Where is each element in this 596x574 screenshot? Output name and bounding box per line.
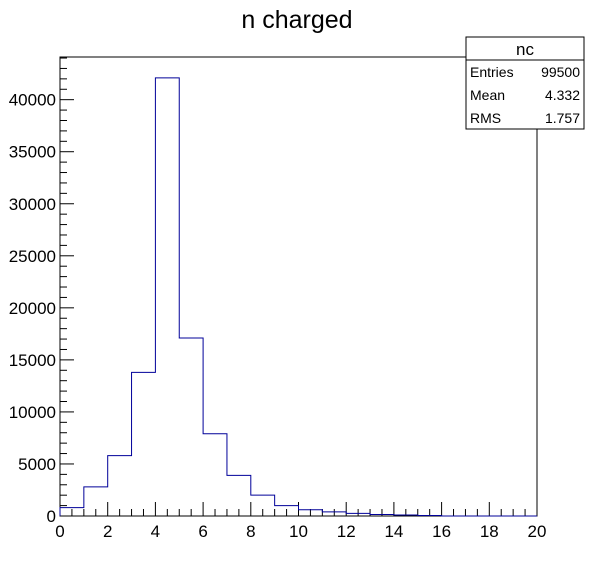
y-axis-tick-labels: 0 5000 10000 15000 20000 25000 30000 35000 40000: [9, 91, 56, 526]
stats-entries-value: 99500: [541, 64, 580, 80]
y-tick-label: 20000: [9, 299, 56, 318]
y-tick-label: 25000: [9, 247, 56, 266]
stats-rms-value: 1.757: [545, 110, 580, 126]
y-tick-label: 0: [47, 507, 56, 526]
x-tick-label: 16: [432, 522, 451, 541]
stats-box-title: nc: [516, 40, 534, 59]
y-tick-label: 15000: [9, 351, 56, 370]
x-tick-label: 0: [55, 522, 64, 541]
x-tick-label: 2: [103, 522, 112, 541]
x-tick-label: 10: [289, 522, 308, 541]
axis-ticks: [59, 57, 538, 517]
y-tick-label: 35000: [9, 143, 56, 162]
y-tick-label: 10000: [9, 403, 56, 422]
y-tick-label: 30000: [9, 195, 56, 214]
x-tick-label: 4: [151, 522, 160, 541]
y-tick-label: 5000: [18, 455, 56, 474]
x-axis-tick-labels: 0 2 4 6 8 10 12 14 16 18 20: [55, 522, 546, 541]
stats-entries-label: Entries: [470, 64, 514, 80]
chart-title: n charged: [241, 6, 352, 34]
x-tick-label: 6: [198, 522, 207, 541]
stats-mean-value: 4.332: [545, 87, 580, 103]
stats-rms-label: RMS: [470, 110, 501, 126]
histogram-series-line: [59, 77, 537, 517]
y-tick-label: 40000: [9, 91, 56, 110]
x-tick-label: 18: [480, 522, 499, 541]
x-tick-label: 8: [246, 522, 255, 541]
x-tick-label: 14: [384, 522, 403, 541]
stats-box: nc Entries 99500 Mean 4.332 RMS 1.757: [465, 36, 585, 130]
x-tick-label: 20: [528, 522, 547, 541]
stats-mean-label: Mean: [470, 87, 505, 103]
x-tick-label: 12: [337, 522, 356, 541]
stats-box-frame: [465, 36, 585, 130]
